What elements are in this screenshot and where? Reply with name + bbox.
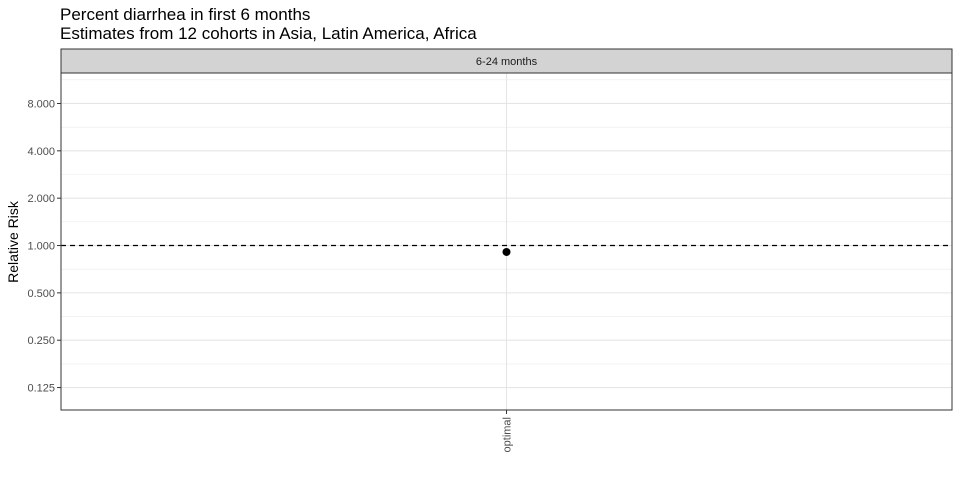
y-tick-label: 2.000 [27,193,55,205]
x-tick-label: optimal [502,417,514,452]
y-tick-label: 0.125 [27,383,55,395]
facet-strip-background [60,48,953,74]
data-points [502,247,511,256]
data-point [502,247,511,256]
facet-strip-label: 6-24 months [476,56,538,68]
y-tick-label: 1.000 [27,241,55,253]
y-axis-title: Relative Risk [5,200,21,283]
y-tick-label: 0.250 [27,335,55,347]
y-tick-label: 4.000 [27,146,55,158]
chart-subtitle: Estimates from 12 cohorts in Asia, Latin… [60,24,477,43]
chart-title: Percent diarrhea in first 6 months [60,5,310,24]
x-axis: optimal [502,410,514,452]
plot-panel [60,72,953,411]
y-tick-label: 0.500 [27,288,55,300]
y-tick-label: 8.000 [27,98,55,110]
y-axis: 0.125 0.250 0.500 1.000 2.000 4.000 8.000 [27,98,61,395]
facet-strip: 6-24 months [60,48,953,74]
